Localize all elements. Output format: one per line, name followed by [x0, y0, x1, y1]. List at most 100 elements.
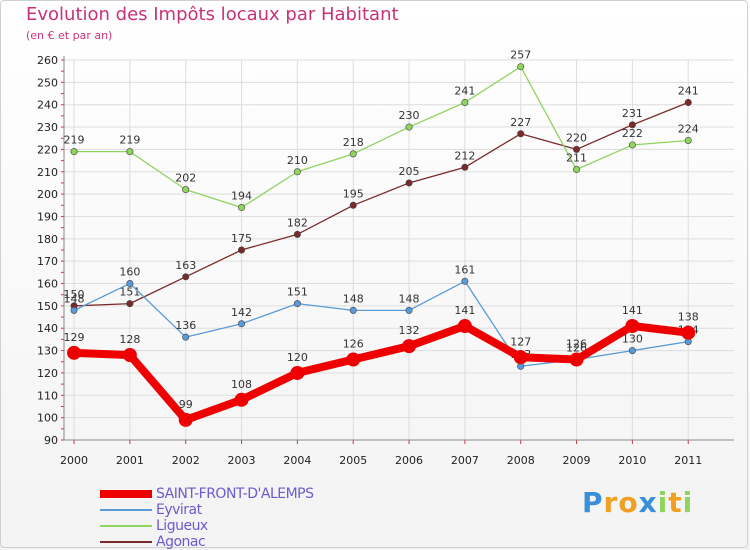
data-label: 126: [566, 342, 587, 355]
legend-item: Agonac: [100, 534, 314, 550]
data-label: 210: [287, 154, 308, 167]
data-point: [573, 166, 581, 174]
data-label: 212: [454, 149, 475, 162]
chart-legend: SAINT-FRONT-D'ALEMPS Eyvirat Ligueux Agonac: [100, 486, 314, 550]
data-point: [126, 280, 134, 288]
data-point: [182, 273, 190, 281]
data-label: 132: [399, 324, 420, 337]
data-label: 241: [454, 84, 475, 97]
data-label: 218: [343, 136, 364, 149]
legend-swatch: [100, 541, 152, 543]
data-point: [293, 168, 301, 176]
y-tick-label: 250: [37, 76, 58, 89]
logo-letter: t: [668, 486, 683, 519]
data-label: 241: [678, 84, 699, 97]
data-point: [70, 148, 78, 156]
data-point: [122, 348, 137, 363]
logo-letter: i: [657, 486, 669, 519]
data-label: 194: [231, 190, 252, 203]
legend-label: Agonac: [156, 534, 206, 550]
data-label: 141: [622, 304, 643, 317]
data-point: [293, 230, 301, 238]
data-label: 150: [64, 288, 85, 301]
data-label: 142: [231, 306, 252, 319]
data-label: 148: [64, 292, 85, 305]
data-point: [349, 306, 357, 314]
data-point: [405, 123, 413, 131]
data-label: 182: [287, 216, 308, 229]
x-tick-label: 2002: [172, 454, 200, 467]
data-label: 220: [566, 131, 587, 144]
data-label: 126: [343, 338, 364, 351]
x-tick-label: 2007: [451, 454, 479, 467]
data-point: [628, 347, 636, 355]
legend-swatch: [100, 525, 152, 527]
data-label: 127: [510, 335, 531, 348]
x-tick-label: 2011: [674, 454, 702, 467]
x-tick-label: 2003: [228, 454, 256, 467]
y-tick-label: 100: [37, 412, 58, 425]
y-tick-label: 260: [37, 54, 58, 67]
x-tick-label: 2004: [283, 454, 311, 467]
data-label: 151: [287, 286, 308, 299]
x-tick-label: 2006: [395, 454, 423, 467]
data-point: [569, 352, 584, 367]
series-line-SAINT-FRONT-D'ALEMPS: [73, 322, 689, 424]
legend-swatch: [100, 509, 152, 511]
x-tick-label: 2005: [339, 454, 367, 467]
y-tick-label: 130: [37, 345, 58, 358]
y-tick-label: 140: [37, 322, 58, 335]
data-point: [573, 145, 581, 153]
data-label: 120: [287, 351, 308, 364]
data-label: 205: [399, 165, 420, 178]
legend-item: Ligueux: [100, 518, 314, 534]
data-point: [628, 121, 636, 129]
y-tick-label: 240: [37, 99, 58, 112]
y-tick-label: 90: [44, 434, 58, 447]
legend-label: Ligueux: [156, 518, 208, 534]
data-label: 148: [399, 292, 420, 305]
chart-title: Evolution des Impôts locaux par Habitant: [26, 4, 399, 25]
y-tick-label: 180: [37, 233, 58, 246]
y-tick-label: 110: [37, 389, 58, 402]
y-tick-label: 210: [37, 166, 58, 179]
data-point: [517, 63, 525, 71]
y-tick-label: 220: [37, 143, 58, 156]
data-point: [684, 98, 692, 106]
data-label: 160: [119, 266, 140, 279]
data-label: 128: [119, 333, 140, 346]
proxiti-logo: Proxiti: [582, 486, 693, 519]
y-tick-label: 150: [37, 300, 58, 313]
logo-letter: x: [638, 486, 658, 519]
legend-label: Eyvirat: [156, 502, 202, 518]
data-label: 224: [678, 122, 699, 135]
data-point: [238, 204, 246, 212]
data-point: [625, 319, 640, 333]
data-label: 126: [566, 338, 587, 351]
y-tick-label: 230: [37, 121, 58, 134]
y-tick-label: 170: [37, 255, 58, 268]
y-tick-label: 160: [37, 278, 58, 291]
logo-letter: i: [682, 486, 694, 519]
legend-swatch: [100, 490, 152, 498]
y-tick-label: 190: [37, 210, 58, 223]
legend-label: SAINT-FRONT-D'ALEMPS: [156, 486, 314, 502]
data-point: [182, 333, 190, 341]
data-point: [238, 246, 246, 254]
data-point: [405, 179, 413, 187]
data-point: [126, 300, 134, 308]
data-label: 230: [399, 109, 420, 122]
legend-item: SAINT-FRONT-D'ALEMPS: [100, 486, 314, 502]
data-label: 222: [622, 127, 643, 140]
logo-letter: o: [618, 486, 639, 519]
logo-letter: P: [582, 486, 604, 519]
data-point: [126, 148, 134, 156]
data-point: [681, 325, 696, 340]
data-label: 227: [510, 116, 531, 129]
y-tick-label: 200: [37, 188, 58, 201]
data-label: 219: [119, 134, 140, 147]
series-line-Agonac: [74, 101, 689, 307]
data-point: [234, 392, 249, 407]
data-point: [178, 412, 193, 427]
